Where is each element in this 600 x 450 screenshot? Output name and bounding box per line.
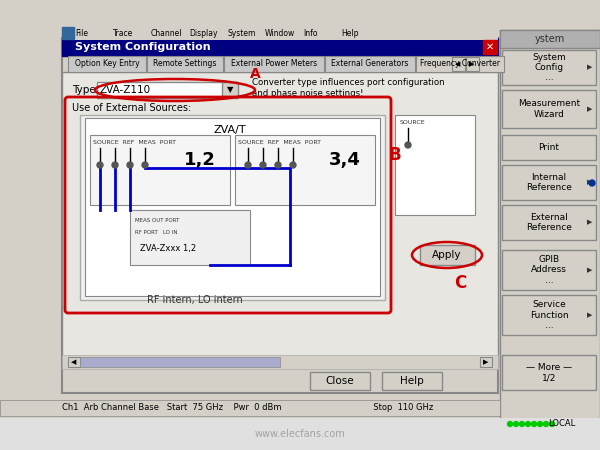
Text: SOURCE  REF  MEAS  PORT: SOURCE REF MEAS PORT bbox=[93, 140, 176, 145]
FancyBboxPatch shape bbox=[68, 357, 80, 367]
Text: Option Key Entry: Option Key Entry bbox=[74, 59, 139, 68]
Circle shape bbox=[127, 162, 133, 168]
Circle shape bbox=[514, 422, 518, 427]
FancyBboxPatch shape bbox=[147, 56, 223, 72]
Text: MEAS OUT PORT: MEAS OUT PORT bbox=[135, 217, 179, 222]
Circle shape bbox=[245, 162, 251, 168]
Text: RF PORT   LO IN: RF PORT LO IN bbox=[135, 230, 178, 234]
Text: 3,4: 3,4 bbox=[329, 151, 361, 169]
FancyBboxPatch shape bbox=[224, 56, 324, 72]
FancyBboxPatch shape bbox=[80, 357, 280, 367]
Circle shape bbox=[526, 422, 530, 427]
Circle shape bbox=[532, 422, 536, 427]
Circle shape bbox=[260, 162, 266, 168]
Text: Close: Close bbox=[326, 376, 355, 386]
Text: ▶: ▶ bbox=[484, 359, 488, 365]
FancyBboxPatch shape bbox=[502, 355, 596, 390]
Text: ▶: ▶ bbox=[469, 61, 475, 67]
Text: ◀: ◀ bbox=[71, 359, 77, 365]
FancyBboxPatch shape bbox=[502, 250, 596, 290]
FancyBboxPatch shape bbox=[85, 118, 380, 296]
Text: Help: Help bbox=[341, 30, 359, 39]
Text: ZVA-Z110: ZVA-Z110 bbox=[100, 85, 151, 95]
FancyBboxPatch shape bbox=[502, 90, 596, 128]
Text: Print: Print bbox=[539, 143, 560, 152]
Text: Service
Function
...: Service Function ... bbox=[530, 300, 568, 330]
Circle shape bbox=[550, 422, 554, 427]
FancyBboxPatch shape bbox=[62, 28, 498, 40]
Text: ✕: ✕ bbox=[486, 42, 494, 52]
Text: GPIB
Address
...: GPIB Address ... bbox=[531, 255, 567, 285]
Text: ▶: ▶ bbox=[587, 267, 593, 273]
Text: ystem: ystem bbox=[535, 34, 565, 44]
Text: External Power Meters: External Power Meters bbox=[231, 59, 317, 68]
FancyBboxPatch shape bbox=[62, 27, 74, 39]
Text: Measurement
Wizard: Measurement Wizard bbox=[518, 99, 580, 119]
FancyBboxPatch shape bbox=[420, 245, 475, 265]
FancyBboxPatch shape bbox=[222, 82, 238, 98]
Text: Frequency Converter: Frequency Converter bbox=[420, 59, 500, 68]
FancyBboxPatch shape bbox=[502, 205, 596, 240]
Text: Remote Settings: Remote Settings bbox=[154, 59, 217, 68]
Text: External
Reference: External Reference bbox=[526, 213, 572, 232]
Text: ▶: ▶ bbox=[587, 180, 593, 185]
Text: Display: Display bbox=[189, 30, 218, 39]
FancyBboxPatch shape bbox=[502, 50, 596, 85]
FancyBboxPatch shape bbox=[500, 30, 600, 420]
FancyBboxPatch shape bbox=[480, 357, 492, 367]
FancyBboxPatch shape bbox=[382, 372, 442, 390]
FancyBboxPatch shape bbox=[500, 30, 600, 48]
FancyBboxPatch shape bbox=[235, 135, 375, 205]
Text: Window: Window bbox=[265, 30, 295, 39]
FancyBboxPatch shape bbox=[90, 135, 230, 205]
Text: ▶: ▶ bbox=[587, 106, 593, 112]
FancyBboxPatch shape bbox=[62, 72, 498, 367]
Text: Channel: Channel bbox=[151, 30, 182, 39]
Text: System Configuration: System Configuration bbox=[75, 42, 211, 52]
FancyBboxPatch shape bbox=[62, 38, 498, 393]
FancyBboxPatch shape bbox=[310, 372, 370, 390]
Text: SOURCE: SOURCE bbox=[400, 121, 425, 126]
Text: Type:: Type: bbox=[72, 85, 100, 95]
Text: ZVA-Zxxx 1,2: ZVA-Zxxx 1,2 bbox=[140, 243, 196, 252]
Circle shape bbox=[112, 162, 118, 168]
Text: Internal
Reference: Internal Reference bbox=[526, 173, 572, 192]
Text: Use of External Sources:: Use of External Sources: bbox=[72, 103, 191, 113]
Text: Converter type influences port configuration
and phase noise settings!: Converter type influences port configura… bbox=[252, 78, 445, 98]
Text: ZVA/T: ZVA/T bbox=[214, 125, 247, 135]
Text: LOCAL: LOCAL bbox=[548, 419, 575, 428]
Circle shape bbox=[275, 162, 281, 168]
FancyBboxPatch shape bbox=[416, 56, 504, 72]
Text: ◀: ◀ bbox=[455, 61, 461, 67]
FancyBboxPatch shape bbox=[395, 115, 475, 215]
Circle shape bbox=[589, 180, 595, 186]
FancyBboxPatch shape bbox=[483, 40, 497, 54]
Text: Ch1  Arb Channel Base   Start  75 GHz    Pwr  0 dBm                             : Ch1 Arb Channel Base Start 75 GHz Pwr 0 … bbox=[62, 404, 433, 413]
Text: — More —
1/2: — More — 1/2 bbox=[526, 363, 572, 382]
Text: 1,2: 1,2 bbox=[184, 151, 216, 169]
FancyBboxPatch shape bbox=[0, 400, 500, 416]
Text: SOURCE  REF  MEAS  PORT: SOURCE REF MEAS PORT bbox=[238, 140, 321, 145]
Circle shape bbox=[544, 422, 548, 427]
FancyBboxPatch shape bbox=[97, 82, 227, 98]
FancyBboxPatch shape bbox=[62, 355, 498, 369]
Text: System
Config
...: System Config ... bbox=[532, 53, 566, 82]
Text: ▶: ▶ bbox=[587, 220, 593, 225]
Text: ▼: ▼ bbox=[227, 86, 233, 94]
FancyBboxPatch shape bbox=[130, 210, 250, 265]
FancyBboxPatch shape bbox=[502, 135, 596, 160]
Circle shape bbox=[520, 422, 524, 427]
Text: B: B bbox=[389, 146, 401, 164]
Text: File: File bbox=[75, 30, 88, 39]
Text: Trace: Trace bbox=[113, 30, 133, 39]
Text: Apply: Apply bbox=[432, 250, 462, 260]
FancyBboxPatch shape bbox=[68, 56, 146, 72]
Text: A: A bbox=[250, 67, 260, 81]
Circle shape bbox=[97, 162, 103, 168]
FancyBboxPatch shape bbox=[0, 418, 600, 450]
Text: Info: Info bbox=[303, 30, 317, 39]
Text: RF intern, LO intern: RF intern, LO intern bbox=[147, 295, 243, 305]
Text: ▶: ▶ bbox=[587, 312, 593, 318]
Circle shape bbox=[142, 162, 148, 168]
